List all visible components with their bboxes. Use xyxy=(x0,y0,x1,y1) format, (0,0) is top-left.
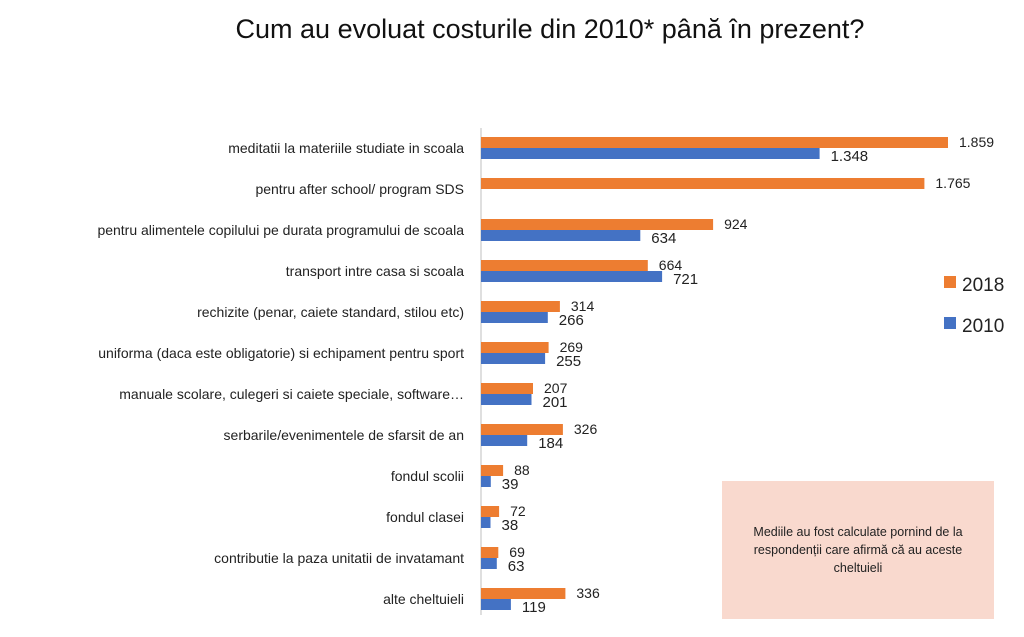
bar-2018-rechizite-penar-caiete-standar xyxy=(481,301,560,312)
category-label-11: contributie la paza unitatii de invatama… xyxy=(214,550,464,566)
bar-2010-manuale-scolare-culegeri-si-ca xyxy=(481,394,532,405)
value-label-2018-7: 207 xyxy=(544,380,568,396)
value-label-2010-9: 39 xyxy=(502,476,519,493)
bar-2018-pentru-after-school-program-sd xyxy=(481,178,925,189)
value-label-2018-1: 1.859 xyxy=(959,134,994,150)
category-label-8: serbarile/evenimentele de sfarsit de an xyxy=(224,427,464,443)
bar-2010-fondul-scolii xyxy=(481,476,491,487)
bar-2018-meditatii-la-materiile-studiat xyxy=(481,137,948,148)
value-label-2018-10: 72 xyxy=(510,503,526,519)
category-label-6: uniforma (daca este obligatorie) si echi… xyxy=(98,345,464,361)
value-label-2018-5: 314 xyxy=(571,298,595,314)
legend-swatch-2010 xyxy=(944,317,956,329)
chart-title: Cum au evoluat costurile din 2010* până … xyxy=(235,14,865,44)
legend: 2018 2010 xyxy=(944,275,1004,337)
category-label-10: fondul clasei xyxy=(386,509,464,525)
bar-2018-serbarile-evenimentele-de-sfar xyxy=(481,424,563,435)
value-label-2018-4: 664 xyxy=(659,257,683,273)
bar-2010-transport-intre-casa-si-scoala xyxy=(481,271,663,282)
value-label-2010-3: 634 xyxy=(651,230,676,247)
bar-2010-fondul-clasei xyxy=(481,517,491,528)
value-label-2018-8: 326 xyxy=(574,421,598,437)
value-label-2018-3: 924 xyxy=(724,216,748,232)
bars-group xyxy=(481,137,948,610)
category-label-1: meditatii la materiile studiate in scoal… xyxy=(228,140,464,156)
value-label-2010-8: 184 xyxy=(538,435,563,452)
value-label-2010-1: 1.348 xyxy=(831,148,869,165)
category-label-9: fondul scolii xyxy=(391,468,464,484)
value-label-2010-11: 63 xyxy=(508,558,525,575)
bar-2018-alte-cheltuieli xyxy=(481,588,566,599)
bar-2018-fondul-scolii xyxy=(481,465,504,476)
value-label-2018-12: 336 xyxy=(576,585,600,601)
bar-2010-alte-cheltuieli xyxy=(481,599,511,610)
category-label-4: transport intre casa si scoala xyxy=(286,263,464,279)
value-label-2018-2: 1.765 xyxy=(935,175,970,191)
bar-2018-pentru-alimentele-copilului-pe xyxy=(481,219,714,230)
value-label-2010-12: 119 xyxy=(522,599,546,616)
bar-2010-contributie-la-paza-unitatii-d xyxy=(481,558,497,569)
legend-swatch-2018 xyxy=(944,276,956,288)
value-label-2018-6: 269 xyxy=(560,339,584,355)
bar-2018-transport-intre-casa-si-scoala xyxy=(481,260,648,271)
value-label-2010-7: 201 xyxy=(543,394,568,411)
bar-2018-fondul-clasei xyxy=(481,506,500,517)
value-label-2018-9: 88 xyxy=(514,462,530,478)
bar-2010-uniforma-daca-este-obligatorie xyxy=(481,353,546,364)
value-label-2010-6: 255 xyxy=(556,353,581,370)
bar-2010-rechizite-penar-caiete-standar xyxy=(481,312,548,323)
value-label-2018-11: 69 xyxy=(509,544,525,560)
bar-2018-manuale-scolare-culegeri-si-ca xyxy=(481,383,533,394)
category-label-2: pentru after school/ program SDS xyxy=(255,181,464,197)
bar-2018-contributie-la-paza-unitatii-d xyxy=(481,547,499,558)
category-labels: meditatii la materiile studiate in scoal… xyxy=(97,140,464,607)
note-box: Mediile au fost calculate pornind de la … xyxy=(722,481,994,619)
category-label-3: pentru alimentele copilului pe durata pr… xyxy=(97,222,464,238)
bar-2010-pentru-alimentele-copilului-pe xyxy=(481,230,641,241)
note-text: Mediile au fost calculate pornind de la … xyxy=(753,525,963,575)
value-label-2010-4: 721 xyxy=(673,271,698,288)
bar-2018-uniforma-daca-este-obligatorie xyxy=(481,342,549,353)
category-label-12: alte cheltuieli xyxy=(383,591,464,607)
legend-label-2018: 2018 xyxy=(962,275,1004,296)
bar-2010-meditatii-la-materiile-studiat xyxy=(481,148,820,159)
value-label-2010-5: 266 xyxy=(559,312,584,329)
category-label-5: rechizite (penar, caiete standard, stilo… xyxy=(197,304,464,320)
value-label-2010-10: 38 xyxy=(502,517,519,534)
category-label-7: manuale scolare, culegeri si caiete spec… xyxy=(119,386,464,402)
legend-label-2010: 2010 xyxy=(962,316,1004,337)
bar-2010-serbarile-evenimentele-de-sfar xyxy=(481,435,528,446)
